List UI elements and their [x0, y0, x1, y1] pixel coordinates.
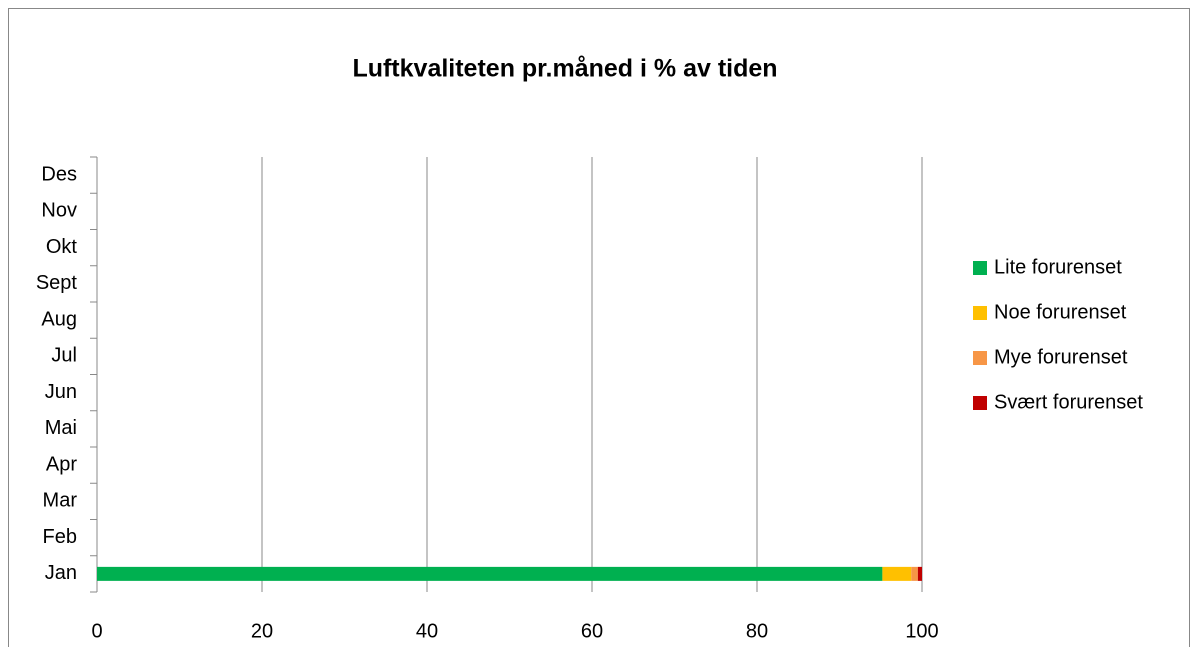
x-tick-label: 100: [905, 620, 938, 642]
chart-border: [8, 8, 1190, 647]
x-tick-label: 40: [416, 620, 438, 642]
chart-title: Luftkvaliteten pr.måned i % av tiden: [352, 55, 777, 83]
y-tick-label: Sept: [36, 272, 78, 294]
x-tick-label: 0: [91, 620, 102, 642]
x-tick-label: 20: [251, 620, 273, 642]
bar-segment: [917, 566, 922, 581]
legend-label: Noe forurenset: [994, 301, 1127, 323]
y-tick-label: Aug: [41, 308, 77, 330]
y-tick-label: Jul: [51, 345, 77, 367]
bar-segment: [911, 566, 918, 581]
y-tick-label: Feb: [43, 526, 77, 548]
y-tick-label: Jun: [45, 381, 77, 403]
y-tick-label: Des: [41, 163, 77, 185]
legend-label: Lite forurenset: [994, 256, 1122, 278]
x-tick-label: 80: [746, 620, 768, 642]
bar-segment: [882, 566, 912, 581]
legend-swatch: [973, 396, 987, 410]
bar-segment: [97, 566, 883, 581]
y-tick-label: Okt: [46, 236, 78, 258]
y-tick-label: Mai: [45, 417, 77, 439]
y-tick-label: Apr: [46, 453, 77, 475]
legend-swatch: [973, 351, 987, 365]
x-tick-label: 60: [581, 620, 603, 642]
legend-label: Svært forurenset: [994, 391, 1143, 413]
legend-swatch: [973, 261, 987, 275]
y-tick-label: Nov: [41, 200, 77, 222]
legend-swatch: [973, 306, 987, 320]
y-tick-label: Jan: [45, 562, 77, 584]
y-tick-label: Mar: [43, 490, 78, 512]
legend-label: Mye forurenset: [994, 346, 1128, 368]
